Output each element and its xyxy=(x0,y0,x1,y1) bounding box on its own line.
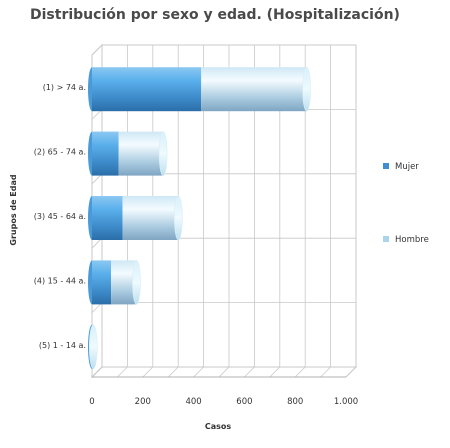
legend-swatch-hombre xyxy=(383,236,389,242)
legend: Mujer Hombre xyxy=(383,162,429,245)
x-axis-title: Casos xyxy=(205,422,232,431)
category-label: (2) 65 - 74 a. xyxy=(34,148,86,157)
x-tick-label: 200 xyxy=(135,397,151,407)
x-tick-label: 0 xyxy=(89,397,94,407)
bar-mujer xyxy=(92,196,123,240)
bar-hombre xyxy=(201,67,307,112)
x-tick-label: 400 xyxy=(185,397,201,407)
gridline-floor xyxy=(345,366,357,378)
gridline-left xyxy=(91,44,103,56)
bar-cap-end xyxy=(174,195,183,241)
category-label: (1) > 74 a. xyxy=(43,83,86,92)
category-labels: (1) > 74 a. (2) 65 - 74 a. (3) 45 - 64 a. (… xyxy=(34,83,86,350)
category-label: (3) 45 - 64 a. xyxy=(34,212,86,221)
gridline-floor xyxy=(117,366,128,378)
bars-layer xyxy=(88,66,311,370)
legend-label-mujer: Mujer xyxy=(395,162,419,172)
bar-cap-end xyxy=(88,324,98,370)
y-axis-title: Grupos de Edad xyxy=(9,174,18,246)
gridline-left xyxy=(91,366,103,378)
legend-label-hombre: Hombre xyxy=(395,235,429,245)
x-tick-labels: 0 200 400 600 800 1.000 xyxy=(89,397,358,407)
x-tick-label: 1.000 xyxy=(334,397,358,407)
category-label: (4) 15 - 44 a. xyxy=(34,276,86,285)
bar-hombre xyxy=(122,196,179,240)
gridline-floor xyxy=(294,366,306,378)
bar-hombre xyxy=(118,131,164,176)
gridline-floor xyxy=(320,366,331,378)
category-label: (5) 1 - 14 a. xyxy=(39,341,86,350)
bar-cap-end xyxy=(158,131,168,176)
gridline-floor xyxy=(167,366,179,378)
bar-cap-end xyxy=(302,66,311,112)
gridline-floor xyxy=(269,366,281,378)
chart-title: Distribución por sexo y edad. (Hospitali… xyxy=(30,7,400,23)
gridline-floor xyxy=(218,366,230,378)
bar-cap-end xyxy=(132,260,141,305)
legend-swatch-mujer xyxy=(383,163,389,169)
x-tick-label: 600 xyxy=(236,397,252,407)
bar-mujer xyxy=(92,67,202,112)
gridline-floor xyxy=(244,366,255,378)
gridline-floor xyxy=(142,366,154,378)
x-tick-label: 800 xyxy=(287,397,303,407)
bar-mujer xyxy=(92,260,112,305)
gridline-floor xyxy=(193,366,204,378)
bar-mujer xyxy=(92,131,119,176)
